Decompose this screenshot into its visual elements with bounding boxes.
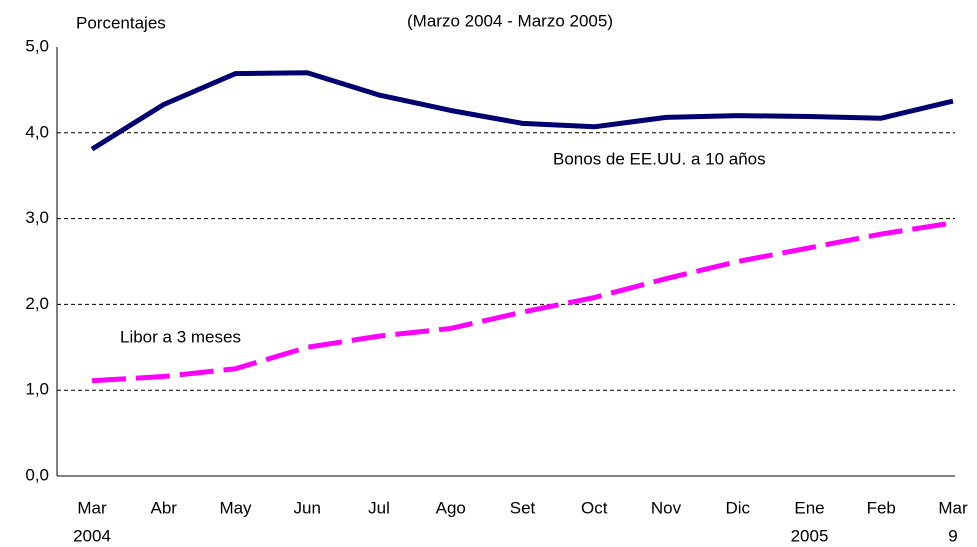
y-tick-label: 4,0 (25, 122, 49, 141)
y-tick-label: 2,0 (25, 294, 49, 313)
series-line (90, 70, 954, 152)
x-tick-label: Oct (581, 498, 608, 517)
x-tick-label: Ago (436, 498, 466, 517)
y-tick-label: 5,0 (25, 36, 49, 55)
y-tick-label: 0,0 (25, 465, 49, 484)
y-tick-label: 1,0 (25, 380, 49, 399)
x-tick-label: Jul (368, 498, 390, 517)
series-line (91, 220, 954, 384)
x-tick-label: 9 (948, 526, 957, 545)
x-tick-label: Jun (294, 498, 321, 517)
y-axis-title: Porcentajes (76, 13, 166, 32)
x-tick-label: 2004 (73, 526, 111, 545)
y-tick-label: 3,0 (25, 208, 49, 227)
series-label: Libor a 3 meses (120, 327, 241, 346)
x-tick-label: Dic (725, 498, 750, 517)
x-tick-label: 2005 (791, 526, 829, 545)
x-tick-label: Mar (938, 498, 968, 517)
x-tick-label: Ene (794, 498, 824, 517)
x-tick-label: Set (510, 498, 536, 517)
x-tick-label: Nov (651, 498, 682, 517)
x-tick-label: Abr (151, 498, 178, 517)
x-tick-label: Feb (867, 498, 896, 517)
series-label: Bonos de EE.UU. a 10 años (553, 149, 766, 168)
x-tick-label: Mar (77, 498, 107, 517)
x-tick-label: May (219, 498, 252, 517)
chart-title: (Marzo 2004 - Marzo 2005) (407, 11, 613, 30)
